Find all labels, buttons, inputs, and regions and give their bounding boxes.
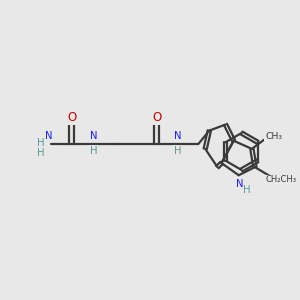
Text: O: O [67, 111, 76, 124]
Text: N: N [46, 131, 53, 141]
Text: N: N [174, 131, 181, 141]
Text: N: N [236, 178, 244, 189]
Text: H: H [174, 146, 181, 156]
Text: H: H [37, 137, 44, 148]
Text: N: N [90, 131, 98, 141]
Text: H: H [243, 185, 251, 195]
Text: CH₂CH₃: CH₂CH₃ [266, 175, 297, 184]
Text: H: H [37, 148, 44, 158]
Text: O: O [152, 111, 161, 124]
Text: H: H [90, 146, 98, 156]
Text: CH₃: CH₃ [265, 132, 282, 141]
